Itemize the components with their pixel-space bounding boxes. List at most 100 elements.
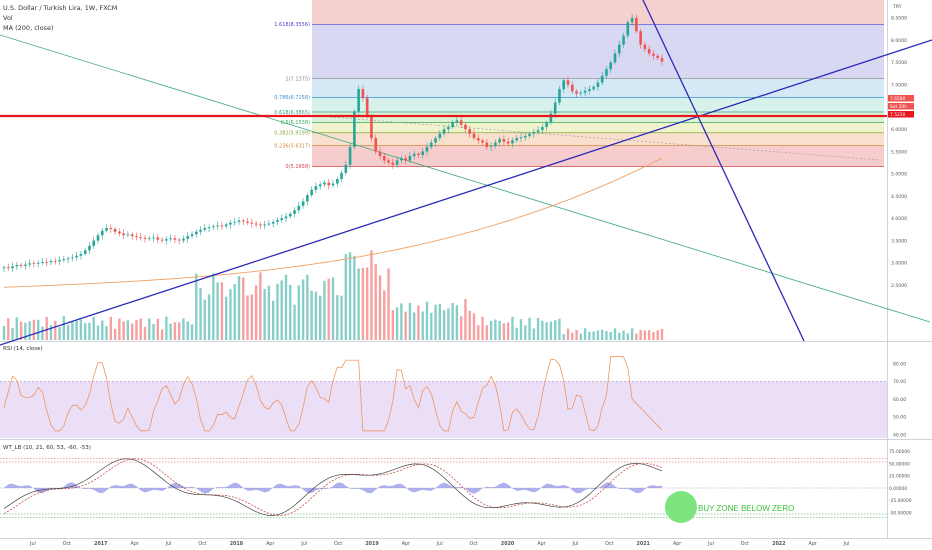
wt-tick-label: 50.00000: [889, 461, 910, 467]
volume-bar: [259, 272, 262, 340]
volume-bar: [118, 318, 121, 340]
candle-body: [600, 75, 604, 83]
time-tick-label: Oct: [198, 541, 206, 547]
volume-bar: [451, 303, 454, 340]
rsi-line: [3, 356, 663, 432]
volume-bar: [353, 255, 356, 340]
candle-body: [523, 135, 527, 138]
candle-body: [434, 138, 437, 143]
volume-bar: [271, 300, 275, 340]
candle-body: [464, 124, 467, 130]
volume-bar: [344, 254, 348, 340]
time-tick-label: 2017: [94, 541, 107, 547]
candle-body: [425, 147, 429, 152]
candle-body: [100, 230, 104, 236]
fib-label-2: 0.786(6.7158): [274, 95, 310, 101]
rsi-tick-label: 60.00: [893, 397, 906, 403]
candle-body: [455, 120, 459, 123]
volume-bar: [139, 318, 142, 340]
candle-body: [387, 160, 390, 163]
candle-body: [596, 82, 600, 87]
candle-body: [570, 84, 574, 92]
wt-slow-line: [3, 458, 663, 516]
falling-resistance-trendline: [642, 0, 805, 342]
volume-bar: [588, 331, 591, 340]
volume-bar: [177, 322, 181, 340]
candle-body: [152, 237, 155, 239]
volume-bar: [412, 312, 416, 340]
price-tick-label: 3.5000: [891, 238, 907, 244]
volume-bar: [545, 322, 548, 340]
rsi-title: RSI (14, close): [3, 346, 43, 352]
price-tick-label: 2.5000: [891, 283, 907, 289]
time-tick-label: Oct: [334, 541, 342, 547]
candle-body: [652, 53, 655, 56]
fib-label-7: 0(5.1658): [285, 164, 310, 170]
volume-bar: [122, 321, 125, 340]
candle-body: [297, 205, 301, 211]
time-tick-label: Apr: [131, 541, 139, 547]
volume-bar: [387, 268, 390, 340]
wt-fast-line: [3, 458, 663, 516]
candle-body: [113, 228, 117, 232]
volume-bar: [126, 320, 130, 340]
volume-bar: [88, 322, 91, 340]
candle-body: [545, 122, 548, 127]
volume-bar: [2, 326, 6, 340]
volume-bar: [489, 320, 493, 340]
candle-body: [122, 233, 125, 236]
candle-body: [207, 227, 211, 229]
candle-body: [66, 258, 70, 260]
time-tick-label: 2022: [772, 541, 785, 547]
volume-bar: [233, 284, 236, 340]
volume-bar: [660, 328, 664, 340]
time-tick-label: Jul: [300, 541, 307, 547]
volume-bar: [494, 319, 497, 340]
volume-bar: [404, 311, 407, 340]
candle-body: [566, 80, 570, 85]
wt-tick-label: 25.00000: [889, 474, 910, 480]
time-tick-label: Jul: [165, 541, 172, 547]
candle-body: [271, 221, 275, 224]
candle-body: [519, 137, 523, 139]
volume-bar: [652, 332, 655, 340]
candle-body: [276, 220, 279, 222]
time-tick-label: 2020: [501, 541, 515, 547]
volume-bar: [83, 323, 87, 340]
candle-body: [485, 142, 489, 148]
volume-bar: [318, 295, 322, 340]
fib-zone-7: [312, 145, 884, 167]
price-tick-label: 7.0000: [891, 82, 907, 88]
candle-body: [442, 129, 446, 134]
candle-body: [575, 91, 578, 94]
price-tick-label: 5.0000: [891, 172, 907, 178]
fib-zone-3: [312, 97, 884, 113]
candle-body: [233, 221, 237, 223]
volume-bar: [165, 316, 168, 340]
candle-body: [45, 261, 49, 263]
volume-bar: [592, 331, 595, 340]
volume-bar: [237, 275, 241, 340]
candle-body: [173, 238, 177, 240]
volume-bar: [417, 305, 420, 340]
volume-bar: [182, 318, 185, 340]
buy-zone-label: BUY ZONE BELOW ZERO: [698, 504, 794, 513]
candle-body: [528, 133, 531, 136]
candle-body: [370, 115, 373, 139]
volume-bar: [220, 282, 224, 340]
candle-body: [126, 234, 130, 236]
volume-bar: [11, 328, 14, 340]
candle-body: [284, 216, 288, 219]
candle-body: [609, 62, 613, 70]
volume-bar: [186, 321, 189, 340]
fib-zone-6: [312, 132, 884, 146]
volume-bar: [430, 312, 433, 340]
volume-bar: [58, 327, 61, 340]
wt-tick-label: 75.00000: [889, 449, 910, 455]
volume-bar: [468, 310, 471, 340]
candle-body: [169, 238, 172, 240]
volume-bar: [250, 294, 254, 340]
price-tick-label: 4.5000: [891, 194, 907, 200]
volume-bar: [434, 304, 437, 340]
